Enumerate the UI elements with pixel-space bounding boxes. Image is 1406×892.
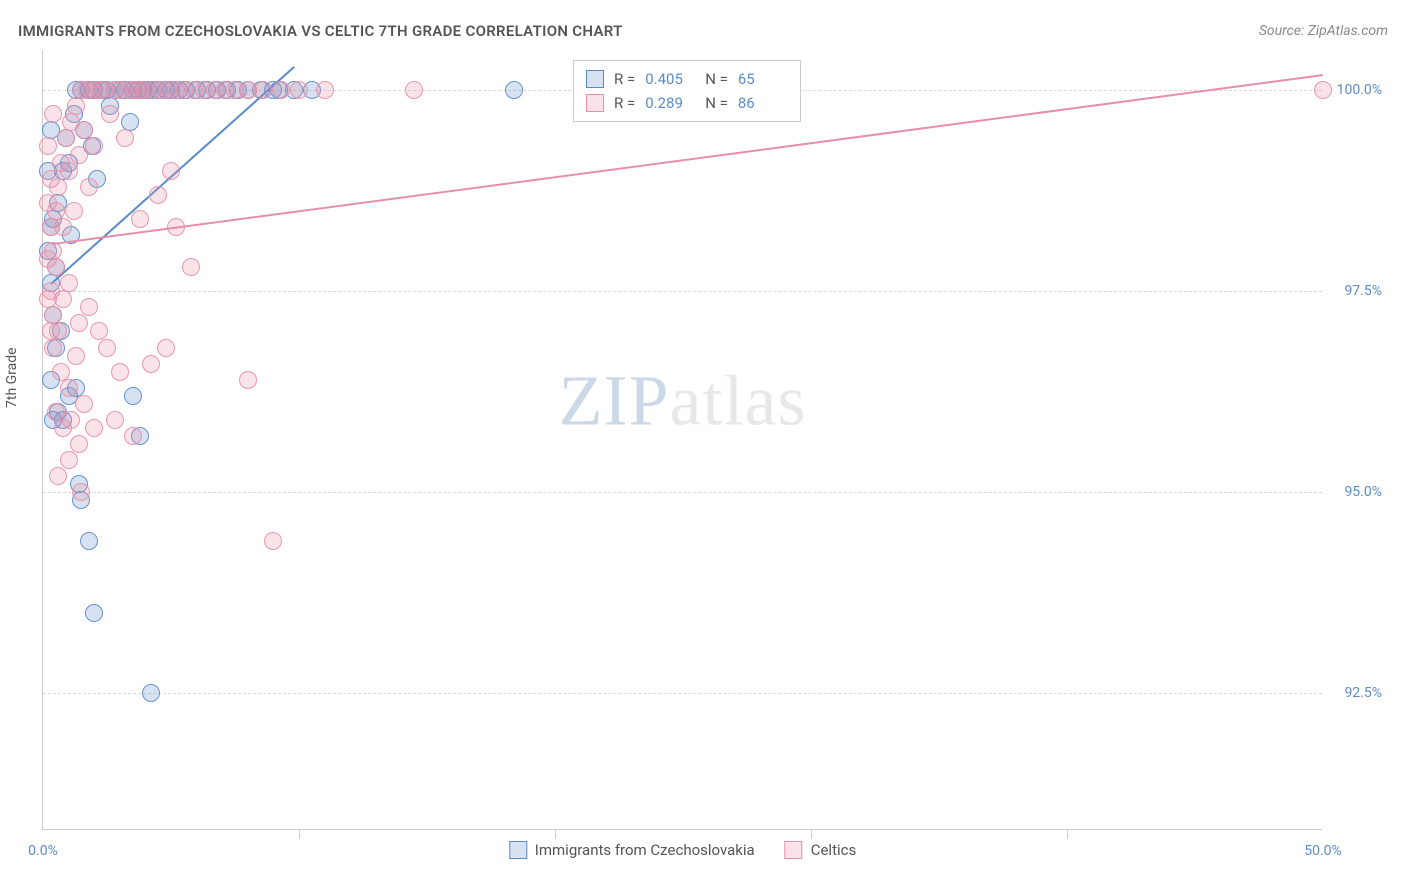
n-label: N = [705, 94, 728, 112]
scatter-point-pink [124, 427, 142, 445]
x-tick [555, 829, 556, 839]
watermark: ZIPatlas [559, 359, 807, 442]
scatter-point-blue [80, 532, 98, 550]
x-tick-label: 50.0% [1304, 843, 1342, 859]
scatter-point-pink [131, 210, 149, 228]
scatter-point-pink [49, 467, 67, 485]
scatter-point-pink [57, 129, 75, 147]
scatter-point-pink [254, 81, 272, 99]
scatter-point-pink [85, 137, 103, 155]
legend-label: Celtics [811, 841, 857, 859]
scatter-point-pink [44, 339, 62, 357]
x-tick [811, 829, 812, 839]
scatter-point-pink [75, 121, 93, 139]
legend-swatch [509, 841, 527, 859]
legend-swatch [785, 841, 803, 859]
scatter-point-pink [62, 411, 80, 429]
scatter-point-pink [101, 105, 119, 123]
legend-label: Immigrants from Czechoslovakia [535, 841, 755, 859]
scatter-point-blue [142, 684, 160, 702]
scatter-point-pink [67, 347, 85, 365]
chart-title: IMMIGRANTS FROM CZECHOSLOVAKIA VS CELTIC… [18, 22, 623, 40]
scatter-point-pink [70, 435, 88, 453]
correlation-row-pink: R = 0.289 N = 86 [586, 91, 788, 115]
r-label: R = [614, 94, 635, 112]
watermark-zip: ZIP [559, 360, 670, 440]
scatter-point-pink [39, 194, 57, 212]
scatter-point-pink [60, 379, 78, 397]
chart-source: Source: ZipAtlas.com [1259, 23, 1388, 39]
scatter-point-blue [85, 604, 103, 622]
scatter-point-pink [149, 186, 167, 204]
n-value: 65 [738, 70, 788, 88]
scatter-point-pink [80, 298, 98, 316]
correlation-row-blue: R = 0.405 N = 65 [586, 67, 788, 91]
scatter-point-pink [98, 339, 116, 357]
scatter-point-pink [54, 218, 72, 236]
n-label: N = [705, 70, 728, 88]
gridline [43, 693, 1322, 694]
scatter-point-pink [1314, 81, 1332, 99]
scatter-point-pink [42, 170, 60, 188]
scatter-point-pink [54, 290, 72, 308]
scatter-point-pink [405, 81, 423, 99]
y-axis-title: 7th Grade [4, 347, 20, 408]
scatter-point-pink [39, 290, 57, 308]
x-tick-label: 0.0% [28, 843, 58, 859]
scatter-point-pink [44, 105, 62, 123]
chart-container: 7th Grade ZIPatlas 92.5%95.0%97.5%100.0%… [42, 50, 1382, 830]
scatter-point-pink [60, 451, 78, 469]
scatter-point-pink [182, 258, 200, 276]
scatter-point-blue [124, 387, 142, 405]
scatter-point-pink [80, 178, 98, 196]
scatter-point-pink [65, 202, 83, 220]
legend-item: Celtics [785, 841, 857, 859]
series-legend: Immigrants from Czechoslovakia Celtics [509, 841, 856, 859]
legend-swatch [586, 70, 604, 88]
scatter-point-pink [111, 363, 129, 381]
correlation-legend: R = 0.405 N = 65 R = 0.289 N = 86 [573, 60, 801, 122]
gridline [43, 291, 1322, 292]
scatter-point-pink [85, 419, 103, 437]
scatter-point-pink [47, 258, 65, 276]
scatter-point-pink [67, 97, 85, 115]
scatter-point-pink [239, 371, 257, 389]
r-value: 0.289 [645, 94, 695, 112]
r-value: 0.405 [645, 70, 695, 88]
scatter-point-pink [106, 411, 124, 429]
legend-swatch [586, 94, 604, 112]
scatter-point-pink [142, 355, 160, 373]
legend-item: Immigrants from Czechoslovakia [509, 841, 755, 859]
scatter-point-pink [42, 322, 60, 340]
scatter-point-pink [316, 81, 334, 99]
y-tick-label: 97.5% [1344, 283, 1382, 299]
scatter-point-pink [162, 162, 180, 180]
scatter-point-pink [75, 395, 93, 413]
plot-area: ZIPatlas 92.5%95.0%97.5%100.0%0.0%50.0%R… [42, 50, 1322, 830]
scatter-point-pink [72, 483, 90, 501]
scatter-point-pink [264, 532, 282, 550]
r-label: R = [614, 70, 635, 88]
y-tick-label: 95.0% [1344, 484, 1382, 500]
y-tick-label: 100.0% [1337, 82, 1382, 98]
scatter-point-pink [157, 339, 175, 357]
scatter-point-pink [116, 129, 134, 147]
y-tick-label: 92.5% [1344, 685, 1382, 701]
scatter-point-pink [70, 314, 88, 332]
n-value: 86 [738, 94, 788, 112]
scatter-point-pink [39, 137, 57, 155]
scatter-point-pink [60, 274, 78, 292]
x-tick [1067, 829, 1068, 839]
scatter-point-pink [272, 81, 290, 99]
scatter-point-pink [60, 162, 78, 180]
gridline [43, 492, 1322, 493]
scatter-point-pink [290, 81, 308, 99]
watermark-atlas: atlas [670, 360, 807, 440]
scatter-point-blue [505, 81, 523, 99]
chart-header: IMMIGRANTS FROM CZECHOSLOVAKIA VS CELTIC… [18, 22, 1388, 40]
x-tick [299, 829, 300, 839]
